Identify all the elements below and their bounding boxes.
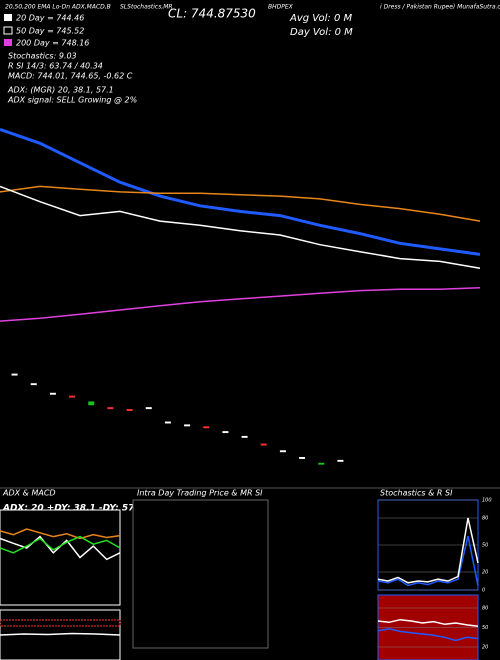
panel [132,499,269,649]
header-text: 50 Day = 745.52 [16,27,84,36]
candle [299,457,306,459]
panel-title: ADX & MACD [2,489,56,498]
candle [184,424,191,427]
series-line [0,185,481,222]
candle [260,443,267,446]
header-text: Avg Vol: 0 M [289,13,353,24]
header-text: i Dress / Pakistan Rupee) MunafaSutra.co… [380,4,500,11]
series-line [0,632,121,636]
candle [145,407,152,410]
series-line [377,618,479,627]
header-text: SLStochastics,MR [120,4,173,11]
header-text: BHDPEX [268,4,294,11]
y-tick-label: 20 [482,645,488,651]
candle [11,373,18,376]
candle [88,401,95,406]
candle [318,462,325,465]
y-tick-label: 50 [482,625,488,631]
header-text: Day Vol: 0 M [290,27,353,38]
header-text: 200 Day = 748.16 [16,39,89,48]
series-line [0,127,481,256]
candle [279,450,286,453]
candle [241,435,248,438]
panel [0,609,121,660]
candle [107,407,114,410]
y-tick-label: 80 [482,516,488,522]
y-tick-label: 80 [482,606,488,612]
band [0,619,121,627]
y-tick-label: 20 [482,570,488,576]
legend-swatch [4,39,12,46]
header-text: ADX signal: SELL Growing @ 2% [7,96,137,105]
header-text: ADX: (MGR) 20, 38.1, 57.1 [7,86,114,95]
candle [69,395,76,398]
candle [337,459,344,462]
header-text: 20,50,200 EMA Lo-Dn ADX,MACD,B [5,4,111,11]
y-tick-label: 0 [482,588,485,594]
header-text: CL: 744.87530 [168,7,256,21]
series-line [377,517,479,584]
panel-title: Intra Day Trading Price & MR SI [137,489,263,498]
panel [0,110,480,360]
series-line [0,287,481,322]
candle [30,383,37,386]
candle [203,426,210,429]
candle [164,421,171,424]
candle [222,431,229,434]
series-line [377,628,479,642]
annotation: ADX: 20 +DY: 38.1 -DY: 57.14 [2,504,150,514]
candle [49,392,56,395]
series-line [377,535,479,587]
y-tick-label: 100 [482,498,492,504]
panel-title: Stochastics & R SI [380,489,453,498]
legend-swatch [4,14,12,21]
series-line [0,528,121,540]
candle [126,409,133,411]
header-text: R SI 14/3: 63.74 / 40.34 [8,62,103,71]
panel [0,509,121,606]
panel [5,365,350,480]
header-text: MACD: 744.01, 744.65, -0.62 C [8,72,133,81]
y-tick-label: 50 [482,543,488,549]
legend-swatch [3,26,13,35]
header-text: Stochastics: 9.03 [8,52,77,61]
series-line [0,535,121,554]
header-text: 20 Day = 744.46 [16,14,84,23]
series-line [0,185,481,270]
